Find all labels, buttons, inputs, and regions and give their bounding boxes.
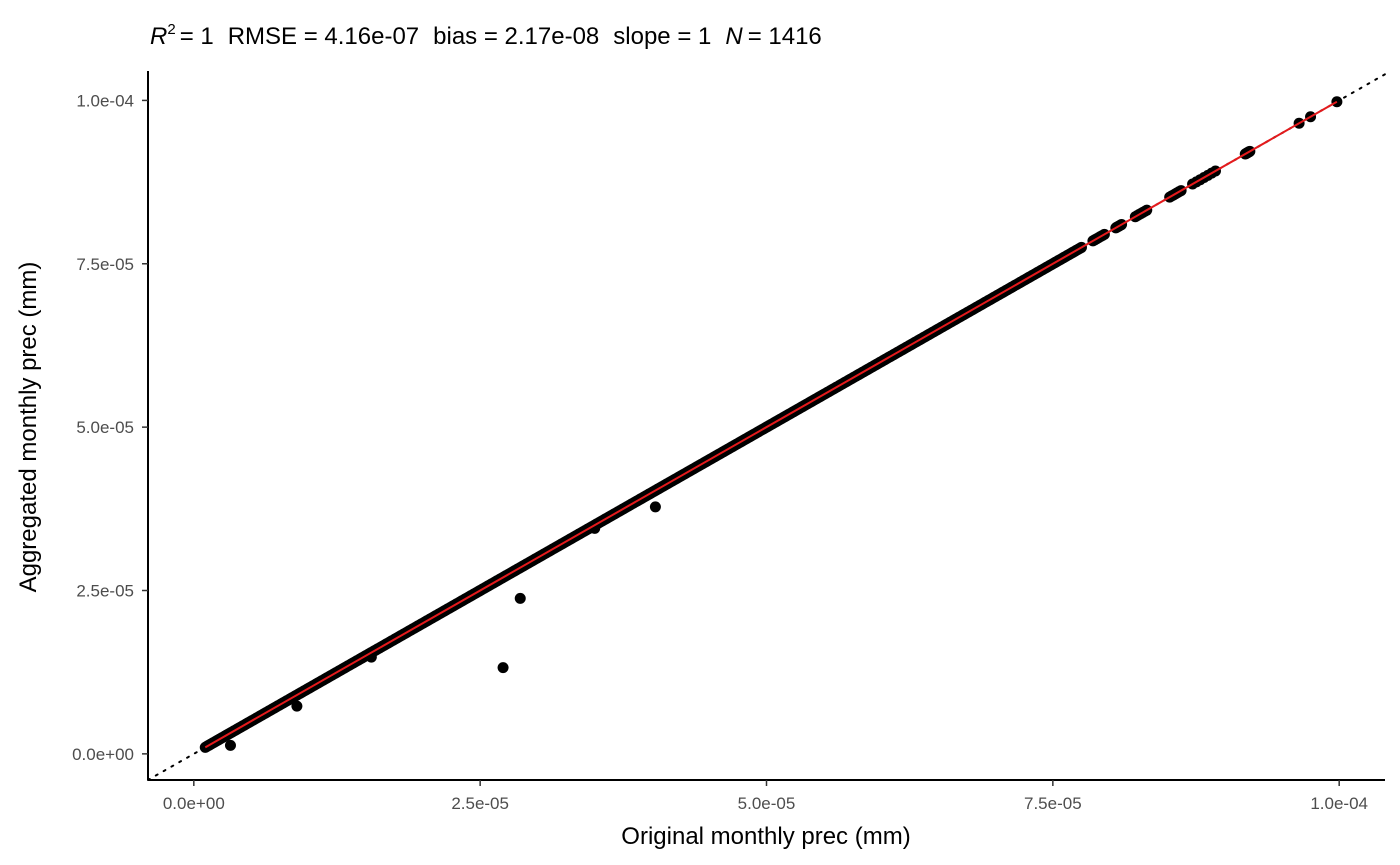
- r2-exponent: 2: [167, 21, 175, 38]
- y-tick-label: 0.0e+00: [72, 745, 134, 764]
- y-tick-label: 1.0e-04: [76, 91, 134, 110]
- y-tick-label: 7.5e-05: [76, 255, 134, 274]
- data-point: [291, 700, 303, 712]
- data-point: [649, 501, 661, 513]
- r2-symbol: R: [150, 23, 167, 50]
- x-axis-ticks: 0.0e+00 2.5e-05 5.0e-05 7.5e-05 1.0e-04: [163, 780, 1368, 813]
- y-tick-label: 2.5e-05: [76, 581, 134, 600]
- y-axis-title: Aggregated monthly prec (mm): [15, 262, 42, 593]
- plot-area: [147, 73, 1386, 781]
- rmse-text: RMSE = 4.16e-07: [228, 23, 419, 50]
- fit-line: [204, 100, 1338, 749]
- slope-text: slope = 1: [613, 23, 711, 50]
- n-value: = 1416: [748, 23, 822, 50]
- data-point: [497, 662, 509, 674]
- x-tick-label: 5.0e-05: [738, 794, 796, 813]
- y-tick-label: 5.0e-05: [76, 418, 134, 437]
- r2-value: = 1: [180, 23, 214, 50]
- bias-text: bias = 2.17e-08: [433, 23, 599, 50]
- x-tick-label: 1.0e-04: [1310, 794, 1368, 813]
- x-axis-title: Original monthly prec (mm): [621, 823, 910, 850]
- data-point: [224, 739, 236, 751]
- x-tick-label: 0.0e+00: [163, 794, 225, 813]
- x-tick-label: 7.5e-05: [1024, 794, 1082, 813]
- y-axis-ticks: 0.0e+00 2.5e-05 5.0e-05 7.5e-05 1.0e-04: [72, 91, 148, 764]
- x-tick-label: 2.5e-05: [451, 794, 509, 813]
- stats-title: R2 = 1 RMSE = 4.16e-07 bias = 2.17e-08 slope…: [150, 21, 822, 50]
- data-point: [514, 592, 526, 604]
- n-symbol: N: [725, 23, 743, 50]
